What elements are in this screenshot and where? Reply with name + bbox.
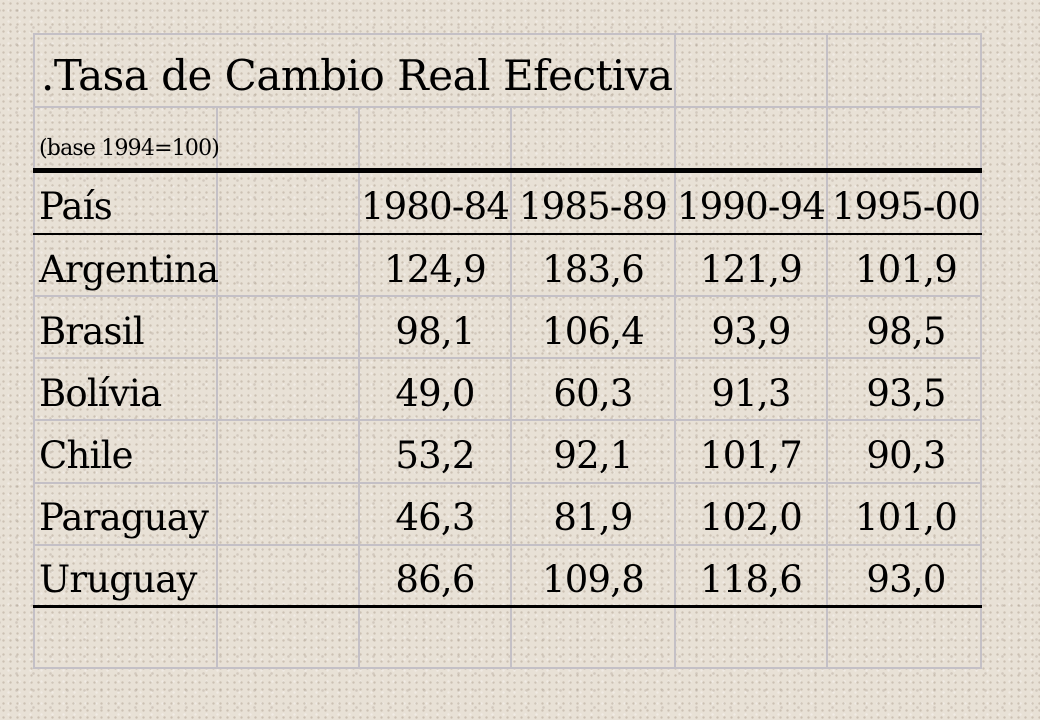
row-country-argentina: Argentina — [39, 248, 219, 291]
table-cell: 92,1 — [553, 434, 633, 477]
table-cell: 101,7 — [700, 434, 803, 477]
table-cell: 93,0 — [866, 558, 946, 601]
table-cell: 46,3 — [395, 496, 475, 539]
table-cell: 53,2 — [395, 434, 475, 477]
grid-line-horizontal — [33, 106, 982, 108]
grid-line-horizontal — [33, 419, 982, 421]
table-cell: 49,0 — [395, 372, 475, 415]
header-period: 1980-84 — [360, 185, 510, 228]
grid-line-vertical — [33, 33, 35, 669]
table-cell: 98,1 — [395, 310, 475, 353]
row-country-bolivia: Bolívia — [39, 372, 162, 415]
table-subtitle: (base 1994=100) — [39, 136, 220, 161]
table-bottom-rule — [33, 605, 982, 608]
table-cell: 60,3 — [553, 372, 633, 415]
row-country-paraguay: Paraguay — [39, 496, 209, 539]
header-period: 1985-89 — [518, 185, 668, 228]
table-cell: 101,0 — [855, 496, 958, 539]
table-cell: 90,3 — [866, 434, 946, 477]
grid-line-horizontal — [33, 33, 982, 35]
table-cell: 93,5 — [866, 372, 946, 415]
table-cell: 109,8 — [542, 558, 645, 601]
table-cell: 93,9 — [711, 310, 791, 353]
table-cell: 81,9 — [553, 496, 633, 539]
grid-line-horizontal — [33, 482, 982, 484]
header-period: 1995-00 — [831, 185, 981, 228]
grid-line-horizontal — [33, 544, 982, 546]
grid-line-vertical — [980, 33, 982, 669]
table-cell: 183,6 — [542, 248, 645, 291]
grid-line-vertical — [358, 107, 360, 669]
table-cell: 98,5 — [866, 310, 946, 353]
table-cell: 106,4 — [542, 310, 645, 353]
grid-line-vertical — [826, 33, 828, 669]
header-top-rule — [33, 168, 982, 173]
header-country-label: País — [39, 185, 113, 228]
table-cell: 121,9 — [700, 248, 803, 291]
table-cell: 101,9 — [855, 248, 958, 291]
header-bottom-rule — [33, 233, 982, 235]
grid-line-vertical — [674, 33, 676, 669]
grid-line-horizontal — [33, 295, 982, 297]
table-cell: 91,3 — [711, 372, 791, 415]
grid-line-horizontal — [33, 667, 982, 669]
exchange-rate-table: .Tasa de Cambio Real Efectiva (base 1994… — [33, 33, 982, 669]
row-country-uruguay: Uruguay — [39, 558, 197, 601]
grid-line-horizontal — [33, 357, 982, 359]
grid-line-vertical — [216, 107, 218, 669]
table-cell: 118,6 — [700, 558, 803, 601]
table-cell: 102,0 — [700, 496, 803, 539]
table-cell: 124,9 — [384, 248, 487, 291]
table-cell: 86,6 — [395, 558, 475, 601]
table-title: .Tasa de Cambio Real Efectiva — [41, 51, 673, 100]
row-country-brasil: Brasil — [39, 310, 145, 353]
header-period: 1990-94 — [676, 185, 826, 228]
row-country-chile: Chile — [39, 434, 134, 477]
grid-line-vertical — [510, 107, 512, 669]
